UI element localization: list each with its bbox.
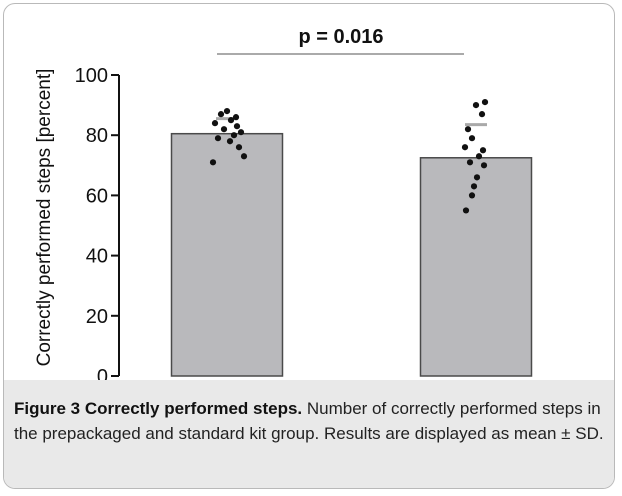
bar-chart: 0 20 40 60 80 100 Correctly performed steps [p… <box>34 26 533 380</box>
data-point <box>468 135 476 142</box>
y-tick-label: 40 <box>86 246 108 268</box>
data-point <box>468 192 476 199</box>
data-point <box>466 159 474 166</box>
data-point <box>478 111 486 118</box>
significance-label: p = 0.016 <box>298 26 383 48</box>
data-point <box>230 132 238 139</box>
y-tick-label: 60 <box>86 185 108 207</box>
data-point <box>209 159 217 166</box>
data-point <box>226 138 234 145</box>
chart-sd-lines <box>216 117 487 127</box>
data-point <box>233 123 241 130</box>
chart-points <box>209 98 489 214</box>
chart-labels: 0 20 40 60 80 100 Correctly performed steps [p… <box>34 26 384 380</box>
chart-axes <box>111 53 464 377</box>
data-point <box>475 153 483 160</box>
chart-bars <box>170 132 533 377</box>
data-point <box>220 126 228 133</box>
data-point <box>473 174 481 181</box>
data-point <box>461 144 469 151</box>
caption-text: Number of correctly performed steps in t… <box>14 399 604 443</box>
y-tick-label: 0 <box>97 366 108 380</box>
data-point <box>479 147 487 154</box>
data-point <box>235 144 243 151</box>
bar-2 <box>419 157 533 377</box>
data-point <box>227 117 235 124</box>
bar-1 <box>170 132 284 377</box>
data-point <box>232 114 240 121</box>
y-tick-label: 100 <box>75 65 108 87</box>
data-point <box>470 183 478 190</box>
y-tick-label: 20 <box>86 306 108 328</box>
data-point <box>480 162 488 169</box>
data-point <box>462 207 470 214</box>
data-point <box>211 120 219 127</box>
data-point <box>217 111 225 118</box>
figure-frame: 0 20 40 60 80 100 Correctly performed steps [p… <box>3 3 615 489</box>
data-point <box>214 135 222 142</box>
caption-label: Figure 3 Correctly performed steps. <box>14 399 303 418</box>
data-point <box>481 98 489 106</box>
data-point <box>464 126 472 133</box>
y-tick-label: 80 <box>86 125 108 147</box>
data-point <box>237 129 245 136</box>
figure-caption: Figure 3 Correctly performed steps. Numb… <box>4 380 614 488</box>
data-point <box>223 108 231 115</box>
data-point <box>472 102 480 109</box>
y-axis-label: Correctly performed steps [percent] <box>34 69 55 367</box>
data-point <box>240 153 248 160</box>
